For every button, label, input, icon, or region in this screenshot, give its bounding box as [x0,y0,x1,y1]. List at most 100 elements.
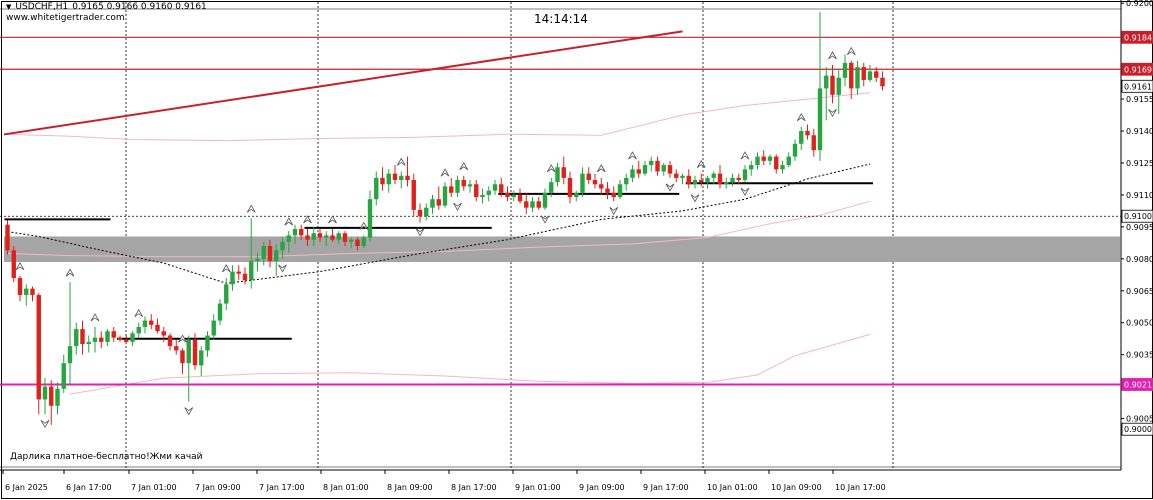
time-tick-label: 8 Jan 09:00 [387,483,433,492]
symbol-timeframe[interactable]: USDCHF,H1 [15,2,69,12]
candle [380,167,385,191]
envelope-upper-line [7,92,871,142]
candle-body [361,237,366,247]
candle-body [874,71,879,78]
candle [505,186,510,202]
candle-body [55,388,60,406]
candle [161,326,166,342]
candle [667,160,673,178]
candle-body [661,165,666,172]
candle-body [461,180,466,187]
candle [417,203,423,223]
fractal-up-icon [396,157,406,166]
candle [830,64,835,104]
time-tick-label: 6 Jan 17:00 [66,483,112,492]
fractal-up-icon [796,112,806,122]
candle-body [205,335,210,351]
candle [511,190,516,202]
candle [99,331,104,349]
candle [149,314,154,330]
ohlc-readout: 0.9165 0.9166 0.9160 0.9161 [72,2,207,12]
website-watermark: www.whitetigertrader.com [6,13,125,23]
candle [274,243,279,276]
candle-body [105,331,110,342]
candle-body [524,201,529,208]
symbol-menu-icon[interactable]: ▼ [6,3,12,11]
price-badge-current [1121,79,1153,93]
candle [449,177,454,198]
candle-body [230,271,235,285]
candle-body [36,295,41,400]
candle-body [642,165,648,174]
candle [461,175,466,191]
time-tick-label: 7 Jan 01:00 [131,483,177,492]
candle [267,239,273,268]
price-badge-plain [1121,422,1153,436]
fractal-up-icon [696,159,706,168]
candle-body [267,246,273,261]
fractal-up-icon [328,215,337,224]
candle [430,194,435,215]
candle-body [61,363,66,389]
candle-body [17,277,23,296]
time-tick-label: 8 Jan 01:00 [323,483,369,492]
candle-body [655,160,660,172]
candle-body [411,180,416,210]
candle [761,150,766,166]
candle-body [324,235,329,238]
candle [405,156,410,187]
candle-body [80,329,85,345]
candle [30,286,35,302]
price-tick-label: 0.9125 [1126,159,1153,168]
candle [849,60,854,100]
candle-body [299,229,304,236]
candle [642,160,648,176]
candle-body [592,180,598,185]
candle-body [492,184,498,191]
candle [42,378,48,415]
candle [436,186,441,210]
candle-body [792,143,798,157]
candle [867,64,873,83]
candle-body [49,386,54,406]
candle-body [30,288,35,296]
candle-body [742,169,748,181]
candle [549,177,554,198]
candle-body [167,335,173,347]
candle-body [342,233,348,242]
fractal-down-icon [278,264,287,273]
fractal-down-icon [453,202,462,211]
candle-body [711,173,716,178]
price-badge-label: 0.9100 [1124,212,1152,221]
candle-body [549,182,554,193]
trend-line[interactable] [3,30,683,136]
candle [86,335,91,353]
price-badge-label: 0.9184 [1124,33,1152,42]
candle [530,197,535,212]
candle-body [474,184,479,198]
candle-body [192,339,198,366]
price-tick-label: 0.9065 [1126,287,1153,296]
fractal-up-icon [15,262,25,271]
candle [336,231,341,244]
candle-body [442,186,448,206]
price-badge-plain [1121,209,1153,223]
candle [205,331,210,357]
time-tick-label: 7 Jan 09:00 [195,483,241,492]
candle-body [261,246,266,259]
candle-body [280,241,285,251]
candle-body [561,167,566,178]
candle-body [761,156,766,161]
candle-body [830,75,835,95]
candle [586,167,591,185]
candle-body [774,156,779,170]
candle-body [24,288,29,296]
candle [392,165,398,185]
fractal-up-icon [846,46,856,56]
fractal-down-icon [609,206,619,216]
fractal-up-icon [596,164,606,173]
candle-body [449,186,454,193]
candle-body [249,260,254,281]
candle-body [392,173,398,181]
